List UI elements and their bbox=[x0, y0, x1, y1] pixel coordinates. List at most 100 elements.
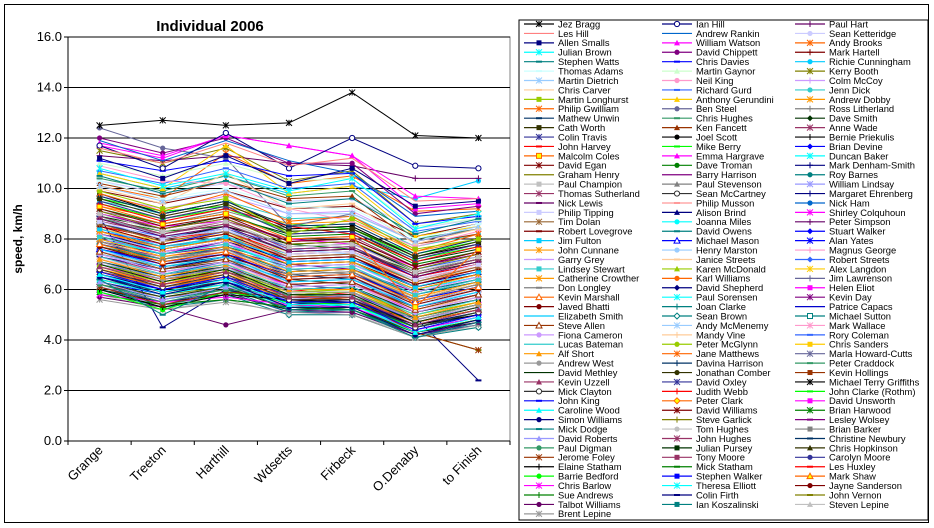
legend-item[interactable]: Stephen Walker bbox=[662, 471, 762, 482]
legend-item[interactable]: Joel Scott bbox=[662, 131, 738, 142]
legend-item[interactable]: Magnus George bbox=[795, 244, 896, 255]
legend-item[interactable]: Barry Harrison bbox=[662, 169, 756, 180]
legend-item[interactable]: Theresa Elliott bbox=[662, 480, 756, 491]
legend-item[interactable]: Catherine Crowther bbox=[524, 273, 639, 284]
legend-item[interactable]: Mick Dodge bbox=[524, 423, 608, 434]
legend-item[interactable]: Joan Clarke bbox=[662, 301, 746, 312]
legend-item[interactable]: Nick Ham bbox=[795, 197, 870, 208]
legend-item[interactable]: Bernie Priekulis bbox=[795, 131, 894, 142]
legend-item[interactable]: Sue Andrews bbox=[524, 489, 614, 500]
legend-item[interactable]: Chris Sanders bbox=[795, 339, 889, 350]
legend-item[interactable]: Sean McCartney bbox=[662, 188, 766, 199]
legend-item[interactable]: Dave Troman bbox=[662, 160, 752, 171]
legend-item[interactable]: Les Hill bbox=[524, 28, 589, 39]
legend-item[interactable]: Philip Musson bbox=[662, 197, 754, 208]
legend-item[interactable]: Ken Fancett bbox=[662, 122, 747, 133]
legend-item[interactable]: Michael Terry Griffiths bbox=[795, 376, 920, 387]
legend-item[interactable]: John Harvey bbox=[524, 141, 611, 152]
legend-item[interactable]: Thomas Sutherland bbox=[524, 188, 640, 199]
legend-item[interactable]: Thomas Adams bbox=[524, 66, 623, 77]
legend-item[interactable]: Mathew Unwin bbox=[524, 113, 619, 124]
legend-item[interactable]: Kerry Booth bbox=[795, 66, 879, 77]
legend-item[interactable]: Ian Koszalinski bbox=[662, 499, 759, 510]
legend-item[interactable]: Elaine Statham bbox=[524, 461, 622, 472]
legend-item[interactable]: Mike Berry bbox=[662, 141, 741, 152]
legend-item[interactable]: Andrew Rankin bbox=[662, 28, 760, 39]
legend-item[interactable]: Julian Pursey bbox=[662, 442, 753, 453]
legend-item[interactable]: David Williams bbox=[662, 405, 758, 416]
legend-item[interactable]: Henry Marston bbox=[662, 244, 757, 255]
legend-item[interactable]: Stuart Walker bbox=[795, 226, 885, 237]
legend-item[interactable]: David Owens bbox=[662, 226, 752, 237]
legend-item[interactable]: David Chippett bbox=[662, 47, 758, 58]
legend-item[interactable]: Christine Newbury bbox=[795, 433, 906, 444]
legend-item[interactable]: Brian Devine bbox=[795, 141, 883, 152]
legend-item[interactable]: Jez Bragg bbox=[524, 18, 600, 29]
legend-item[interactable]: Jonathan Comber bbox=[662, 367, 771, 378]
legend-item[interactable]: Ian Hill bbox=[662, 18, 725, 29]
legend-item[interactable]: Alex Langdon bbox=[795, 263, 886, 274]
legend-item[interactable]: David Shepherd bbox=[662, 282, 763, 293]
legend-item[interactable]: Duncan Baker bbox=[795, 150, 888, 161]
legend-item[interactable]: Chris Carver bbox=[524, 84, 611, 95]
legend-item[interactable]: Alf Short bbox=[524, 348, 594, 359]
legend-item[interactable]: Talbot Williams bbox=[524, 499, 621, 510]
legend-item[interactable]: William Lindsay bbox=[795, 179, 894, 190]
legend-item[interactable]: David Unsworth bbox=[795, 395, 895, 406]
legend-item[interactable]: Martin Gaynor bbox=[662, 66, 755, 77]
legend-item[interactable]: Jerome Foley bbox=[524, 452, 615, 463]
legend-item[interactable]: David Roberts bbox=[524, 433, 618, 444]
legend-item[interactable]: Steve Allen bbox=[524, 320, 605, 331]
legend-item[interactable]: Ben Steel bbox=[662, 103, 737, 114]
legend-item[interactable]: Jenn Dick bbox=[795, 84, 870, 95]
legend-item[interactable]: Don Longley bbox=[524, 282, 611, 293]
legend-item[interactable]: Anthony Gerundini bbox=[662, 94, 774, 105]
legend-item[interactable]: Ross Litherland bbox=[795, 103, 894, 114]
legend-item[interactable]: Philip Gwilliam bbox=[524, 103, 619, 114]
legend-item[interactable]: Steven Lepine bbox=[795, 499, 889, 510]
legend-item[interactable]: Colin Travis bbox=[524, 131, 607, 142]
legend-item[interactable]: Garry Grey bbox=[524, 254, 605, 265]
legend-item[interactable]: Colin Firth bbox=[662, 489, 739, 500]
legend-item[interactable]: Paul Stevenson bbox=[662, 179, 762, 190]
legend-item[interactable]: Patrice Capacs bbox=[795, 301, 893, 312]
legend-item[interactable]: Rory Coleman bbox=[795, 329, 889, 340]
legend-item[interactable]: Alison Brind bbox=[662, 207, 746, 218]
legend-item[interactable]: Tony Moore bbox=[662, 452, 745, 463]
legend-item[interactable]: Mandy Vine bbox=[662, 329, 745, 340]
legend-item[interactable]: Lindsey Stewart bbox=[524, 263, 625, 274]
legend-item[interactable]: Chris Barlow bbox=[524, 480, 611, 491]
legend-item[interactable]: Philip Tipping bbox=[524, 207, 614, 218]
legend-item[interactable]: Kevin Hollings bbox=[795, 367, 889, 378]
legend-item[interactable]: Andrew West bbox=[524, 358, 614, 369]
legend-item[interactable]: Brian Harwood bbox=[795, 405, 891, 416]
legend-item[interactable]: Carolyn Moore bbox=[795, 452, 890, 463]
legend-item[interactable]: Kevin Day bbox=[795, 292, 872, 303]
legend-item[interactable]: Malcolm Coles bbox=[524, 150, 620, 161]
legend-item[interactable]: Alan Yates bbox=[795, 235, 874, 246]
legend-item[interactable]: Karl Williams bbox=[662, 273, 750, 284]
legend-item[interactable]: Richard Gurd bbox=[662, 84, 752, 95]
legend-item[interactable]: Jane Matthews bbox=[662, 348, 759, 359]
legend-item[interactable]: David Egan bbox=[524, 160, 606, 171]
legend-item[interactable]: Peter Craddock bbox=[795, 358, 894, 369]
legend-item[interactable]: Tom Hughes bbox=[662, 423, 749, 434]
legend-item[interactable]: Simon Williams bbox=[524, 414, 622, 425]
legend-item[interactable]: Cath Worth bbox=[524, 122, 605, 133]
legend-item[interactable]: David Methley bbox=[524, 367, 618, 378]
legend-item[interactable]: Martin Dietrich bbox=[524, 75, 618, 86]
legend-item[interactable]: Stephen Watts bbox=[524, 56, 619, 67]
legend-item[interactable]: Joanna Miles bbox=[662, 216, 752, 227]
legend-item[interactable]: Paul Hart bbox=[795, 18, 868, 29]
legend-item[interactable]: Mick Statham bbox=[662, 461, 753, 472]
legend-item[interactable]: Shirley Colquhoun bbox=[795, 207, 906, 218]
legend-item[interactable]: Paul Digman bbox=[524, 442, 612, 453]
legend-item[interactable]: Janice Streets bbox=[662, 254, 756, 265]
legend-item[interactable]: Barrie Bedford bbox=[524, 471, 618, 482]
legend-item[interactable]: Brent Lepine bbox=[524, 508, 611, 519]
legend-item[interactable]: Judith Webb bbox=[662, 386, 748, 397]
legend-item[interactable]: Neil King bbox=[662, 75, 734, 86]
legend-item[interactable]: Robert Streets bbox=[795, 254, 890, 265]
legend-item[interactable]: Brian Barker bbox=[795, 423, 881, 434]
legend-item[interactable]: John Vernon bbox=[795, 489, 882, 500]
